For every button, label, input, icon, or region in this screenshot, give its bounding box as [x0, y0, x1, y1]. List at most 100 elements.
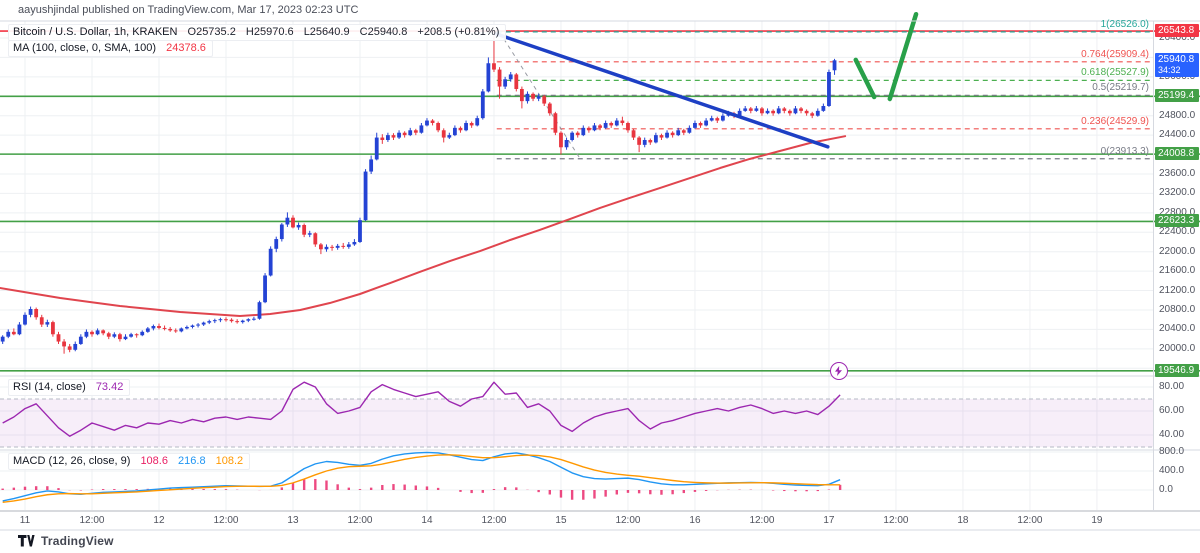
candle-body [11, 331, 16, 335]
candle-body [402, 132, 407, 136]
candle-body [263, 275, 267, 303]
candle-body [218, 319, 223, 321]
candle-body [559, 132, 563, 148]
candle-body [832, 60, 837, 71]
candle-body [720, 115, 725, 121]
candle-body [542, 96, 547, 104]
projection-arrow[interactable] [887, 11, 919, 102]
candle-body [514, 74, 519, 89]
macd-line [2, 451, 841, 502]
candle-body [291, 217, 295, 228]
price-change: +208.5 (+0.81%) [417, 26, 500, 38]
candle-body [464, 122, 468, 131]
candle-body [665, 132, 669, 138]
brand-name: TradingView [41, 534, 114, 548]
projection-arrow[interactable] [853, 57, 877, 100]
candle-body [212, 320, 217, 322]
publish-info: aayushjindal published on TradingView.co… [18, 4, 359, 16]
rsi-band [0, 399, 1153, 447]
candle-body [151, 326, 156, 329]
candle-body [698, 122, 703, 126]
candle-body [6, 331, 11, 337]
candle-body [51, 322, 55, 335]
candle-body [229, 319, 234, 322]
candle-body [17, 324, 22, 335]
candle-body [508, 74, 513, 80]
candle-body [101, 330, 106, 334]
candle-body [129, 334, 133, 337]
candle-body [363, 171, 368, 221]
symbol-legend[interactable]: Bitcoin / U.S. Dollar, 1h, KRAKEN O25735… [8, 24, 507, 41]
candle-body [765, 110, 770, 114]
candle-body [118, 334, 122, 340]
candle-body [531, 93, 535, 99]
candle-body [307, 233, 312, 235]
candle-body [799, 108, 803, 111]
symbol-title: Bitcoin / U.S. Dollar, 1h, KRAKEN [13, 26, 178, 38]
candle-body [553, 113, 558, 133]
candle-body [246, 319, 251, 321]
candle-body [436, 122, 441, 131]
footer-brand[interactable]: TradingView [18, 534, 114, 548]
candle-body [123, 336, 128, 340]
candle-body [475, 118, 480, 126]
candle-body [274, 239, 279, 249]
candle-body [240, 320, 245, 323]
candle-body [34, 309, 39, 318]
candle-body [39, 317, 44, 325]
candle-body [821, 105, 826, 111]
candle-body [704, 120, 709, 126]
ohlc-open: O25735.2 [187, 26, 236, 38]
candle-body [352, 241, 357, 245]
candle-body [492, 63, 496, 70]
lightning-bolt-icon [835, 365, 843, 376]
candle-body [564, 139, 569, 148]
candle-body [614, 120, 619, 126]
candle-body [681, 130, 686, 133]
candle-body [67, 346, 72, 350]
candle-body [525, 93, 530, 102]
candle-body [787, 110, 792, 114]
alert-lightning-icon[interactable] [829, 361, 848, 380]
ohlc-high: H25970.6 [245, 26, 294, 38]
ma-label: MA (100, close, 0, SMA, 100) [13, 42, 157, 54]
candle-body [536, 96, 541, 99]
candle-body [134, 334, 139, 336]
candle-body [609, 122, 614, 126]
candle-body [497, 69, 502, 87]
candle-body [620, 120, 625, 123]
rsi-legend[interactable]: RSI (14, close) 73.42 [8, 379, 131, 396]
candle-body [737, 110, 742, 116]
currency-label[interactable]: USD [1162, 23, 1184, 34]
candle-body [452, 127, 457, 136]
candle-body [810, 113, 815, 116]
ma-100-line[interactable] [0, 135, 847, 317]
candle-body [296, 224, 301, 228]
candle-body [145, 328, 150, 332]
candle-body [575, 132, 580, 136]
candle-body [346, 244, 351, 247]
candle-body [95, 330, 100, 335]
candle-body [391, 135, 396, 138]
candle-body [598, 125, 602, 128]
macd-legend[interactable]: MACD (12, 26, close, 9) 108.6 216.8 108.… [8, 453, 251, 470]
candle-body [330, 246, 334, 248]
fib-diagonal-line[interactable] [499, 31, 581, 159]
descending-trendline[interactable] [495, 32, 830, 149]
candle-body [782, 108, 787, 111]
candle-body [413, 130, 418, 133]
candle-body [252, 318, 256, 320]
rsi-line [2, 381, 841, 437]
candle-body [190, 325, 195, 327]
ohlc-close: C25940.8 [359, 26, 408, 38]
candle-body [106, 333, 111, 337]
candle-body [302, 224, 307, 235]
candle-body [419, 125, 424, 133]
ma-legend[interactable]: MA (100, close, 0, SMA, 100) 24378.6 [8, 40, 213, 57]
candle-body [503, 79, 508, 87]
tradingview-logo-icon [18, 534, 35, 546]
candle-body [140, 331, 145, 336]
macd-line-value: 216.8 [178, 455, 206, 467]
candle-body [771, 110, 776, 114]
